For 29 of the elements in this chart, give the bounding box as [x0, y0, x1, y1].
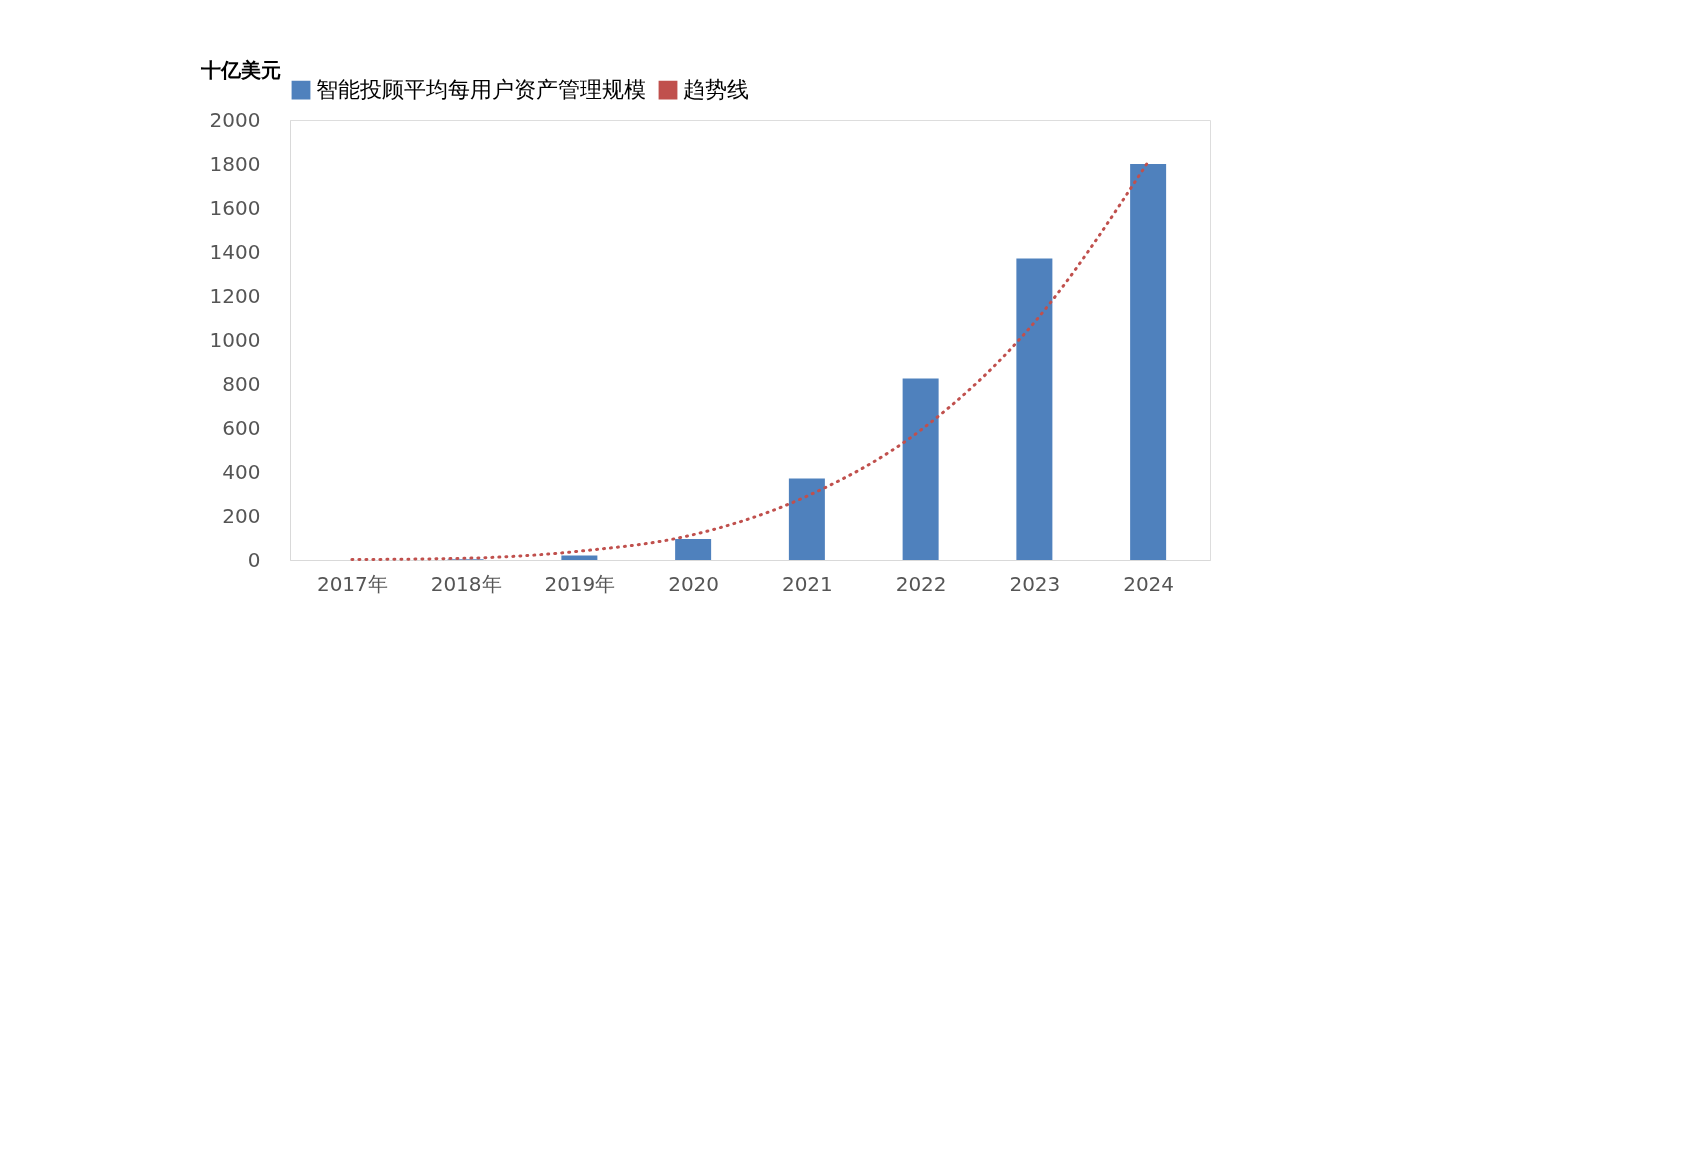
- bar: [1130, 164, 1167, 560]
- y-tick-label: 200: [222, 503, 261, 528]
- legend-label: 智能投顾平均每用户资产管理规模: [316, 77, 646, 103]
- y-tick-label: 600: [222, 415, 261, 440]
- y-tick-label: 1800: [209, 151, 261, 176]
- x-tick-label: 2024: [1123, 571, 1175, 596]
- x-tick-label: 2017年: [316, 571, 388, 596]
- x-tick-label: 2022: [895, 571, 947, 596]
- bar: [788, 478, 825, 560]
- y-tick-label: 1000: [209, 327, 261, 352]
- x-tick-label: 2018年: [430, 571, 502, 596]
- y-tick-label: 1200: [209, 283, 261, 308]
- y-tick-label: 2000: [209, 107, 261, 132]
- x-tick-label: 2020: [668, 571, 720, 596]
- y-tick-label: 1600: [209, 195, 261, 220]
- line-series: [350, 160, 1150, 562]
- y-tick-label: 800: [222, 371, 261, 396]
- bar: [1016, 258, 1053, 560]
- x-tick-label: 2019年: [544, 571, 616, 596]
- y-tick-label: 400: [222, 459, 261, 484]
- bar: [675, 539, 712, 560]
- y-tick-label: 0: [247, 547, 261, 572]
- x-tick-label: 2023: [1009, 571, 1061, 596]
- x-tick-label: 2021: [781, 571, 833, 596]
- legend-label: 趋势线: [683, 77, 749, 103]
- bar: [561, 555, 598, 560]
- bar: [902, 378, 939, 560]
- y-tick-label: 1400: [209, 239, 261, 264]
- y-axis-title: 十亿美元: [199, 57, 281, 82]
